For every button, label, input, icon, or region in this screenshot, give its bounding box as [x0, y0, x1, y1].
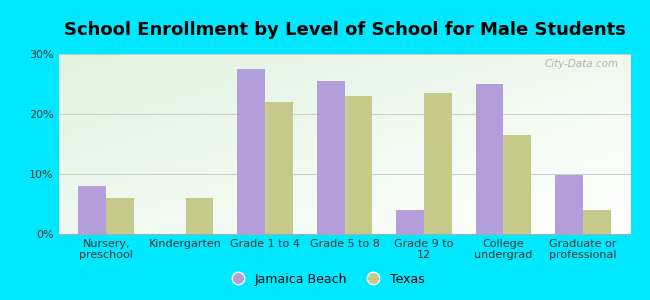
Bar	[106, 198, 134, 234]
Bar	[503, 135, 531, 234]
Bar	[79, 186, 106, 234]
Bar	[555, 175, 583, 234]
Bar	[396, 210, 424, 234]
Bar	[344, 96, 372, 234]
Text: City-Data.com: City-Data.com	[545, 59, 619, 69]
Legend: Jamaica Beach, Texas: Jamaica Beach, Texas	[220, 268, 430, 291]
Bar	[424, 93, 452, 234]
Bar	[317, 81, 345, 234]
Bar	[186, 198, 213, 234]
Bar	[265, 102, 293, 234]
Bar	[583, 210, 610, 234]
Text: School Enrollment by Level of School for Male Students: School Enrollment by Level of School for…	[64, 21, 625, 39]
Bar	[476, 84, 503, 234]
Bar	[237, 69, 265, 234]
